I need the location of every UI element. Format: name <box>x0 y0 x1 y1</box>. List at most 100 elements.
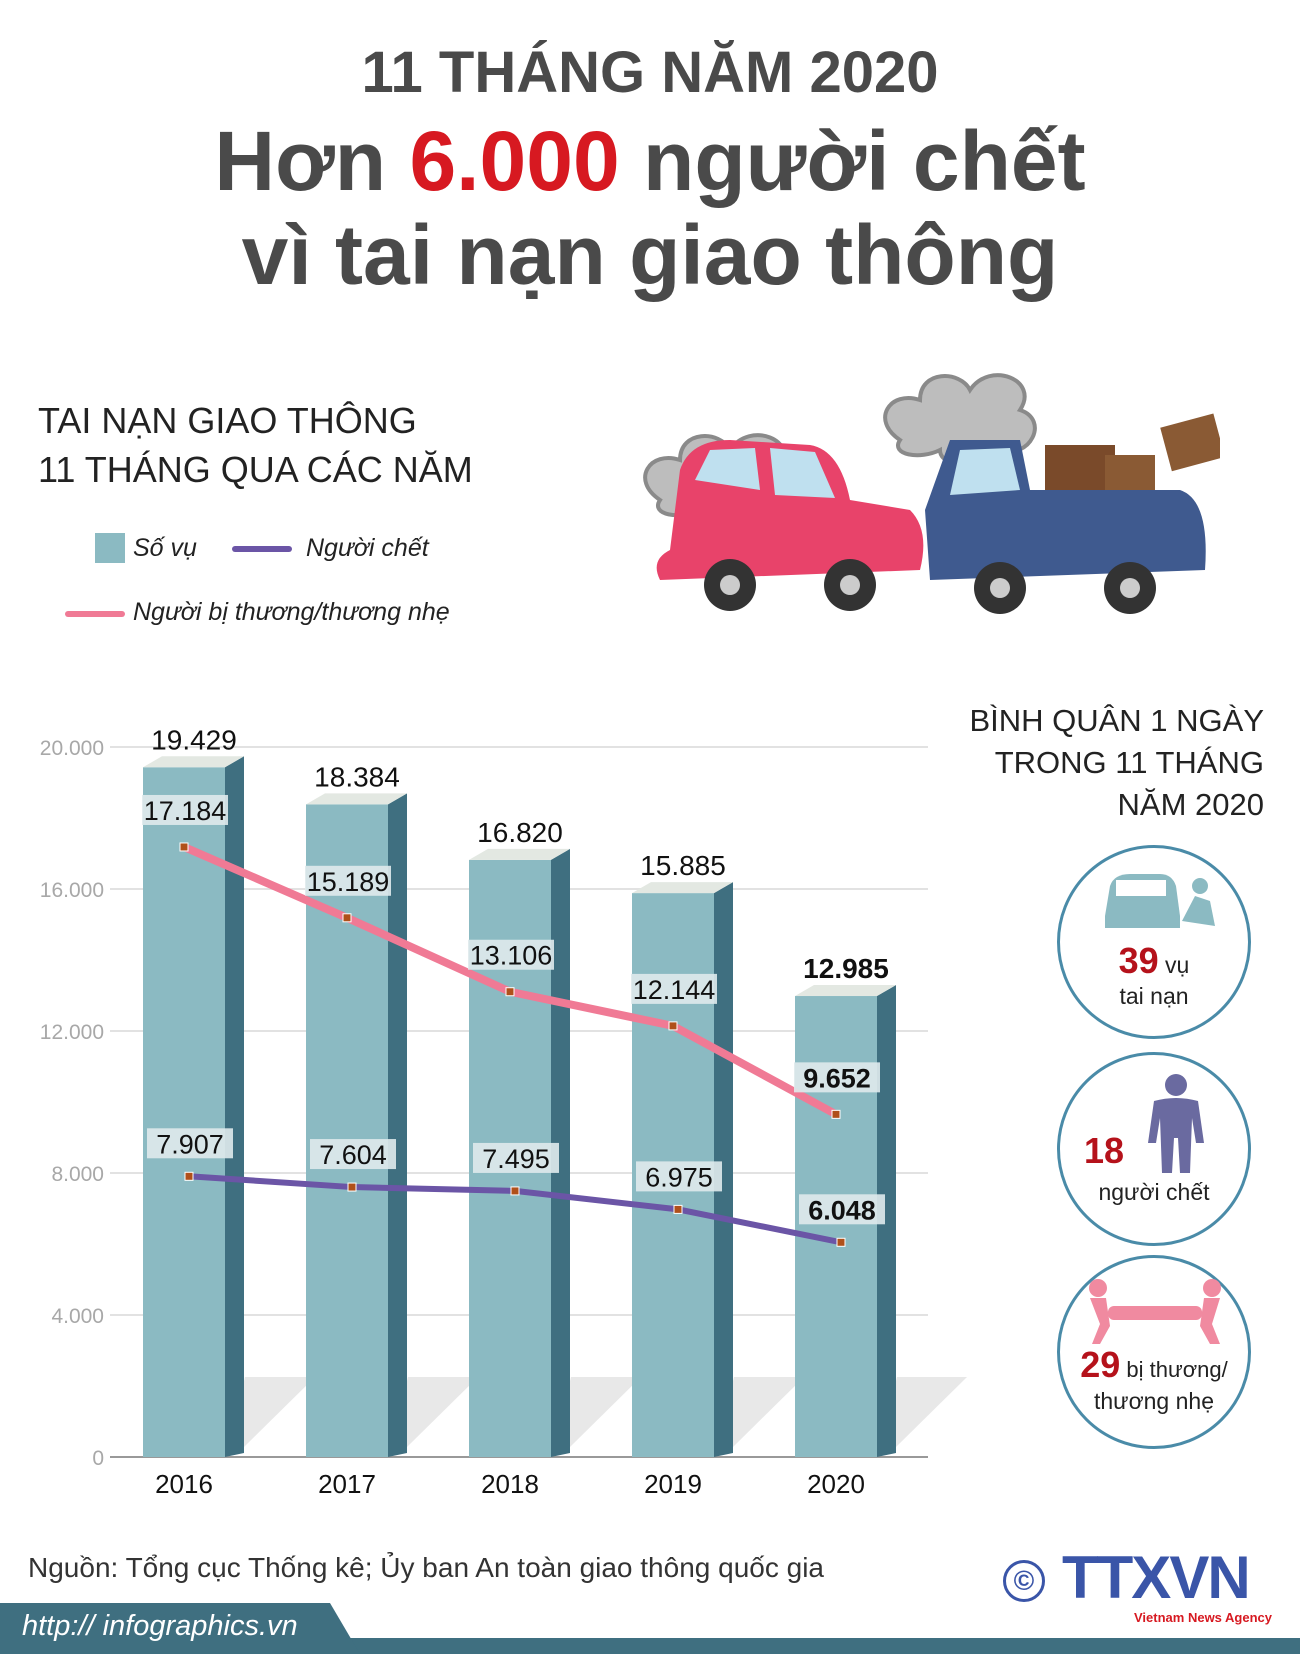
bar-side <box>714 882 733 1457</box>
y-tick-label: 0 <box>92 1447 104 1470</box>
bar-side <box>225 756 244 1457</box>
legend-swatch-injured <box>65 611 125 617</box>
ttxvn-logo: TTXVN <box>1062 1544 1251 1611</box>
bar <box>306 804 388 1457</box>
blue-truck-icon <box>925 413 1220 614</box>
data-label: 7.604 <box>319 1140 387 1170</box>
bar-shadow <box>877 1377 967 1457</box>
stat-label: người chết <box>1098 1179 1210 1205</box>
source-note: Nguồn: Tổng cục Thống kê; Ủy ban An toàn… <box>28 1552 824 1583</box>
chart-title: TAI NẠN GIAO THÔNG 11 THÁNG QUA CÁC NĂM <box>38 396 473 494</box>
data-label-bg <box>473 1142 559 1173</box>
data-point <box>505 987 515 997</box>
bar-side <box>388 793 407 1457</box>
legend-label-accidents: Số vụ <box>133 534 197 562</box>
stat-label: vụ <box>1158 952 1190 978</box>
data-label: 9.652 <box>803 1063 871 1093</box>
side-title-line: BÌNH QUÂN 1 NGÀY <box>969 703 1264 738</box>
title-highlight: 6.000 <box>409 114 620 208</box>
x-tick-label: 2017 <box>318 1469 376 1499</box>
data-label-bg <box>147 1128 233 1159</box>
side-title: BÌNH QUÂN 1 NGÀY TRONG 11 THÁNG NĂM 2020 <box>969 700 1264 826</box>
legend-label-injured: Người bị thương/thương nhẹ <box>133 598 450 626</box>
header-title: Hơn 6.000 người chết <box>0 116 1300 206</box>
x-tick-label: 2020 <box>807 1469 865 1499</box>
bar-top <box>469 848 570 860</box>
data-label: 6.048 <box>808 1195 876 1225</box>
stat-value: 29 <box>1080 1344 1121 1385</box>
header-subtitle: 11 THÁNG NĂM 2020 <box>361 40 939 105</box>
car-crash-icon <box>1105 874 1215 928</box>
stat-deaths: 18 người chết <box>1057 1052 1251 1246</box>
chart: 0 4.000 8.000 12.000 16.000 20.000 19.429 2016 1… <box>40 724 967 1499</box>
bar-value-label: 19.429 <box>151 724 237 755</box>
data-point <box>510 1186 520 1196</box>
data-label-bg <box>468 939 554 970</box>
website-link[interactable]: http:// infographics.vn <box>22 1610 298 1642</box>
data-label-bg <box>310 1139 396 1170</box>
data-label: 7.495 <box>482 1144 550 1174</box>
bar-top <box>143 756 244 768</box>
bar-value-label: 12.985 <box>803 953 889 984</box>
red-car-icon <box>656 440 924 611</box>
data-label-bg <box>799 1194 885 1225</box>
y-tick-label: 16.000 <box>40 879 104 902</box>
data-label: 17.184 <box>144 796 227 826</box>
bar-top <box>795 985 896 997</box>
data-point <box>831 1109 841 1119</box>
y-tick-label: 20.000 <box>40 737 104 760</box>
legend-label-deaths: Người chết <box>306 534 429 562</box>
stat-label: tai nạn <box>1119 983 1189 1009</box>
bar-value-label: 16.820 <box>477 817 563 848</box>
x-tick-label: 2018 <box>481 1469 539 1499</box>
stretcher-icon <box>1089 1279 1221 1344</box>
x-tick-label: 2016 <box>155 1469 213 1499</box>
stat-label: bị thương/ <box>1120 1357 1228 1382</box>
stat-label: thương nhẹ <box>1093 1388 1214 1414</box>
data-label-bg <box>305 865 391 896</box>
chart-title-line: 11 THÁNG QUA CÁC NĂM <box>38 449 473 490</box>
legend-swatch-bar <box>95 533 125 563</box>
data-point <box>673 1204 683 1214</box>
bar-top <box>632 882 733 894</box>
logo-subtitle: Vietnam News Agency <box>1134 1610 1272 1625</box>
header-title-line3: vì tai nạn giao thông <box>241 208 1059 302</box>
bar <box>143 767 225 1457</box>
data-label: 12.144 <box>633 975 716 1005</box>
stat-accidents: 39 vụ tai nạn <box>1057 845 1251 1039</box>
data-point <box>668 1021 678 1031</box>
data-point <box>347 1182 357 1192</box>
legend-swatch-deaths <box>232 546 292 552</box>
data-label-bg <box>631 973 717 1004</box>
stat-value: 18 <box>1083 1130 1125 1171</box>
title-post: người chết <box>619 114 1086 208</box>
bar-shadow <box>388 1377 478 1457</box>
data-label: 15.189 <box>307 867 390 897</box>
copyright-icon: © <box>1003 1560 1045 1602</box>
bar-shadow <box>714 1377 804 1457</box>
chart-title-line: TAI NẠN GIAO THÔNG <box>38 400 417 441</box>
data-label: 6.975 <box>645 1162 713 1192</box>
data-point <box>342 913 352 923</box>
bar-shadow <box>225 1377 315 1457</box>
bar-side <box>877 985 896 1457</box>
bar-value-label: 15.885 <box>640 850 726 881</box>
bar-top <box>306 793 407 805</box>
person-icon <box>1148 1074 1204 1173</box>
url-band <box>0 1603 360 1654</box>
y-tick-label: 12.000 <box>40 1021 104 1044</box>
data-point <box>836 1237 846 1247</box>
data-point <box>184 1171 194 1181</box>
side-title-line: TRONG 11 THÁNG <box>994 745 1264 780</box>
data-label: 7.907 <box>156 1129 224 1159</box>
bar-shadow <box>551 1377 641 1457</box>
data-label-bg <box>794 1062 880 1093</box>
y-tick-label: 4.000 <box>51 1305 104 1328</box>
x-tick-label: 2019 <box>644 1469 702 1499</box>
data-label: 13.106 <box>470 941 553 971</box>
data-label-bg <box>636 1161 722 1192</box>
title-pre: Hơn <box>214 114 410 208</box>
bar-value-label: 18.384 <box>314 761 400 792</box>
car-crash-illustration <box>643 373 1220 614</box>
